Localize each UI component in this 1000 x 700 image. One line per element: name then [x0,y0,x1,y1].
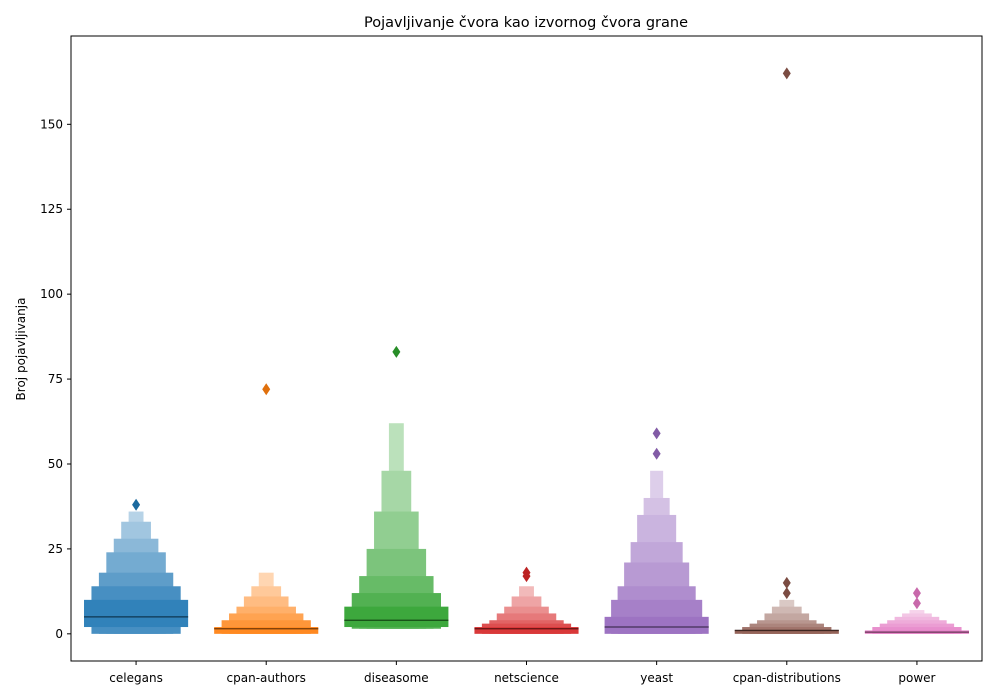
outlier-power-1 [912,597,921,610]
outlier-diseasome-1 [392,345,401,358]
outlier-yeast-2 [652,427,661,440]
outlier-cpan-distributions-2 [782,576,791,589]
y-tick-label: 100 [40,287,63,301]
x-tick-label: diseasome [364,671,429,685]
outlier-cpan-distributions-1 [782,587,791,600]
box-celegans-level-1 [84,599,189,628]
y-tick-label: 150 [40,117,63,131]
x-tick-label: celegans [109,671,163,685]
y-tick-label: 50 [48,457,63,471]
series-power [864,587,969,634]
series-diseasome [344,345,449,629]
x-tick-label: netscience [494,671,559,685]
box-diseasome-level-1 [344,606,449,628]
y-tick-label: 0 [55,627,63,641]
box-cpan-authors-level-1 [214,627,319,634]
series-celegans [84,498,189,634]
outlier-power-2 [912,587,921,600]
x-tick-label: power [898,671,935,685]
outlier-cpan-authors-1 [262,383,271,396]
series-cpan-distributions [734,67,839,634]
box-cpan-distributions-level-1 [734,630,839,634]
outlier-netscience-2 [522,566,531,579]
plot-area [84,67,969,634]
outlier-yeast-1 [652,447,661,460]
box-yeast-level-1 [604,616,709,634]
y-tick-label: 75 [48,372,63,386]
x-tick-label: cpan-distributions [733,671,841,685]
outlier-cpan-distributions-3 [782,67,791,80]
y-tick-label: 25 [48,542,63,556]
series-cpan-authors [214,383,319,634]
x-tick-label: cpan-authors [227,671,306,685]
y-axis-label: Broj pojavljivanja [14,298,28,401]
series-yeast [604,427,709,634]
series-netscience [474,566,579,634]
axes: 0 25 50 75 100 125 150 celegans cpan-authors dise… [40,117,935,685]
outlier-celegans-1 [132,498,141,511]
chart-title: Pojavljivanje čvora kao izvornog čvora g… [364,15,688,31]
x-tick-label: yeast [640,671,673,685]
box-netscience-level-1 [474,627,579,634]
y-tick-label: 125 [40,202,63,216]
